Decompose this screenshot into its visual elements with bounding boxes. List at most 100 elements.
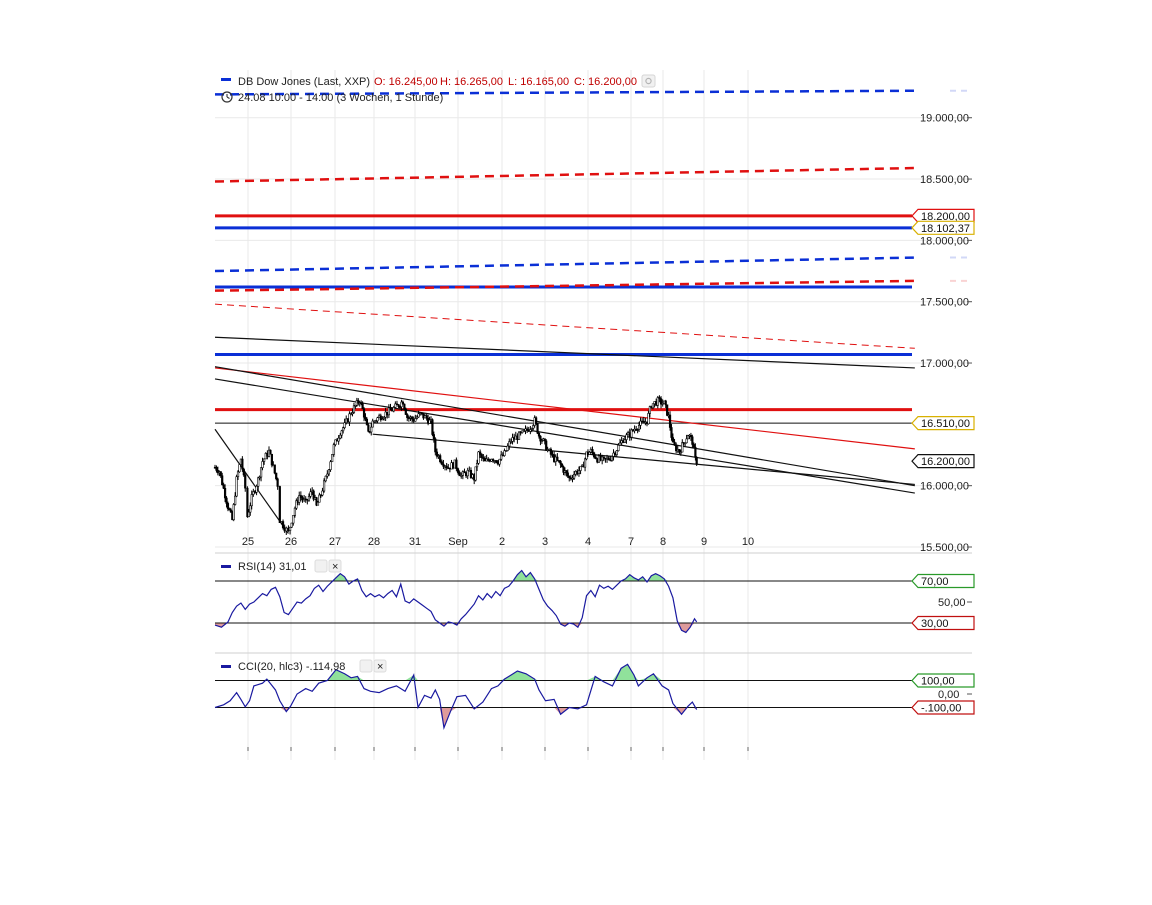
price-tag-label: 16.200,00 — [921, 456, 970, 468]
candle-body — [364, 416, 367, 420]
candle-body — [440, 461, 443, 465]
candle-body — [618, 442, 622, 446]
candle-body — [292, 515, 295, 524]
candle-body — [332, 444, 335, 455]
time-axis: 25 26 27 28 31 Sep 2 3 4 7 8 9 10 — [242, 536, 754, 751]
candle-body — [370, 426, 373, 433]
candle-body — [477, 451, 480, 464]
price-tag-label: 30,00 — [921, 618, 949, 630]
analysis-lines[interactable] — [214, 89, 972, 534]
time-tick-label: 28 — [368, 536, 380, 548]
trend-line[interactable] — [214, 366, 915, 487]
rsi-pane: 70,00 30,00 50,00 RSI(14) 31,01 × — [214, 559, 975, 634]
candle-body — [322, 480, 326, 492]
price-tick-label: 18.500,00 — [920, 174, 969, 186]
price-tag-box — [911, 573, 975, 589]
candle-body — [456, 468, 460, 473]
candle-body — [491, 459, 495, 462]
series-color-icon — [221, 665, 231, 668]
candle-body — [668, 414, 672, 428]
candle-body — [228, 508, 231, 511]
candle-body — [298, 495, 301, 503]
candle-body — [299, 495, 302, 498]
candle-body — [234, 495, 237, 505]
candle-body — [585, 451, 588, 460]
candle-body — [560, 463, 564, 468]
candle-body — [504, 450, 508, 452]
candle-body — [428, 419, 431, 424]
indicator-fill-region — [621, 574, 647, 581]
trend-line[interactable] — [214, 279, 915, 292]
time-tick-label: 8 — [660, 536, 666, 548]
candle-body — [442, 463, 445, 467]
settings-icon[interactable] — [641, 74, 656, 88]
close-icon-glyph: × — [377, 661, 383, 673]
price-tag-box — [911, 454, 975, 469]
candle-body — [529, 429, 532, 432]
trend-line[interactable] — [214, 378, 915, 494]
candle-body — [625, 434, 628, 440]
time-tick-label: 9 — [701, 536, 707, 548]
candle-body — [588, 451, 591, 455]
trend-line[interactable] — [214, 89, 915, 96]
candle-body — [610, 456, 613, 461]
close-icon[interactable] — [373, 659, 387, 673]
time-tick-label: 25 — [242, 536, 254, 548]
price-tag-label: 100,00 — [921, 676, 955, 688]
candle-body — [381, 418, 384, 421]
chart-header: DB Dow Jones (Last, XXP) O: 16.245,00 H:… — [221, 74, 656, 104]
settings-icon[interactable] — [359, 659, 373, 673]
candle-body — [382, 416, 386, 420]
candle-body — [466, 469, 469, 477]
close-icon-glyph: × — [332, 561, 338, 573]
grid — [215, 70, 972, 760]
candle-body — [371, 420, 374, 428]
candle-body — [340, 430, 343, 436]
trend-line[interactable] — [214, 367, 915, 450]
trend-line[interactable] — [214, 336, 915, 369]
candle-body — [664, 400, 667, 406]
candle-body — [543, 438, 546, 442]
trend-line[interactable] — [214, 303, 915, 349]
candle-body — [545, 440, 548, 451]
candle-body — [469, 469, 473, 478]
candle-body — [387, 407, 390, 416]
candle-body — [679, 451, 682, 454]
price-tag-label: 70,00 — [921, 576, 949, 588]
candle-body — [695, 457, 698, 465]
candle-body — [226, 503, 230, 510]
candle-body — [223, 487, 227, 499]
trend-line[interactable] — [214, 428, 289, 534]
candle-body — [357, 400, 360, 404]
candle-body — [362, 408, 366, 418]
indicator-level-tag: 30,00 — [911, 615, 975, 631]
period-label: 24.08 10:00 - 14:00 (3 Wochen, 1 Stunde) — [238, 92, 443, 104]
candle-body — [410, 416, 414, 420]
candle-body — [556, 456, 559, 461]
candle-body — [348, 413, 351, 423]
price-tag: 16.200,00 — [911, 454, 975, 469]
trend-line[interactable] — [214, 166, 915, 183]
trend-line[interactable] — [372, 433, 915, 486]
close-icon[interactable] — [328, 559, 342, 573]
instrument-title[interactable]: DB Dow Jones (Last, XXP) — [238, 76, 370, 88]
candle-body — [252, 491, 255, 495]
close-value: C: 16.200,00 — [574, 76, 637, 88]
candle-body — [432, 434, 435, 440]
candle-body — [229, 509, 232, 513]
candle-body — [526, 428, 529, 431]
indicator-fill-region — [331, 573, 349, 581]
candle-body — [339, 434, 342, 439]
candle-body — [602, 456, 605, 459]
settings-icon[interactable] — [314, 559, 328, 573]
candle-body — [246, 487, 249, 518]
indicator-level-tag: 70,00 — [911, 573, 975, 589]
candle-body — [400, 401, 403, 408]
trend-line[interactable] — [214, 256, 915, 273]
candle-body — [694, 446, 697, 458]
candle-body — [647, 413, 650, 425]
candle-body — [403, 403, 406, 410]
candle-body — [219, 471, 222, 477]
candle-body — [342, 427, 345, 432]
